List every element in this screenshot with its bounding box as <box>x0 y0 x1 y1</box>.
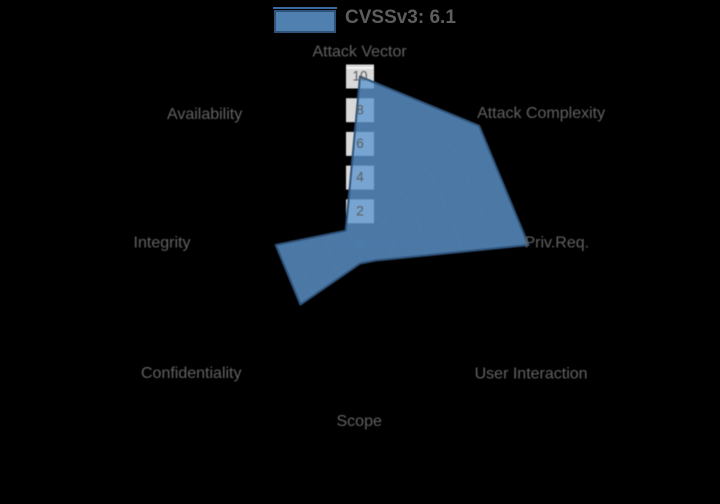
svg-text:10: 10 <box>352 69 367 84</box>
svg-text:Availability: Availability <box>167 106 242 123</box>
svg-text:6: 6 <box>356 136 364 151</box>
svg-text:2: 2 <box>356 203 364 218</box>
svg-text:Attack Vector: Attack Vector <box>312 44 407 61</box>
svg-text:User Interaction: User Interaction <box>475 366 588 383</box>
svg-text:Priv.Req.: Priv.Req. <box>524 234 589 251</box>
svg-text:Scope: Scope <box>337 413 382 430</box>
svg-text:Integrity: Integrity <box>134 234 191 251</box>
svg-text:Confidentiality: Confidentiality <box>141 365 242 382</box>
svg-text:8: 8 <box>356 102 364 117</box>
svg-text:Attack Complexity: Attack Complexity <box>477 105 605 122</box>
svg-text:4: 4 <box>356 170 364 185</box>
